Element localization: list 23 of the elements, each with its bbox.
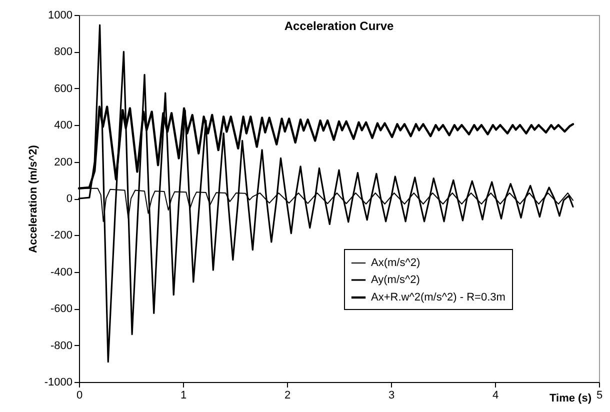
x-tick-label: 0 bbox=[76, 390, 83, 402]
y-tick-label: -200 bbox=[50, 230, 72, 242]
y-axis-title: Acceleration (m/s^2) bbox=[27, 144, 40, 253]
y-tick-label: -400 bbox=[50, 266, 72, 278]
y-tick-label: -600 bbox=[50, 303, 72, 316]
x-tick-label: 1 bbox=[180, 390, 187, 402]
y-tick-label: 0 bbox=[66, 193, 72, 205]
legend-label: Ax(m/s^2) bbox=[371, 257, 420, 269]
x-axis-title: Time (s) bbox=[550, 392, 592, 404]
legend-label: Ax+R.w^2(m/s^2) - R=0.3m bbox=[371, 292, 506, 304]
y-tick-label: -800 bbox=[50, 340, 72, 352]
y-tick-label: 200 bbox=[54, 156, 72, 168]
x-tick-label: 3 bbox=[388, 390, 395, 402]
y-tick-label: 600 bbox=[54, 82, 72, 95]
x-tick-label: 2 bbox=[284, 390, 291, 402]
y-tick-label: 800 bbox=[54, 46, 72, 58]
x-tick-label: 4 bbox=[492, 390, 499, 402]
legend-label: Ay(m/s^2) bbox=[371, 274, 420, 286]
chart-title: Acceleration Curve bbox=[284, 19, 394, 33]
y-tick-label: -1000 bbox=[44, 376, 72, 388]
y-tick-label: 400 bbox=[54, 120, 72, 132]
y-tick-label: 1000 bbox=[48, 10, 72, 22]
x-tick-label: 5 bbox=[596, 390, 603, 402]
